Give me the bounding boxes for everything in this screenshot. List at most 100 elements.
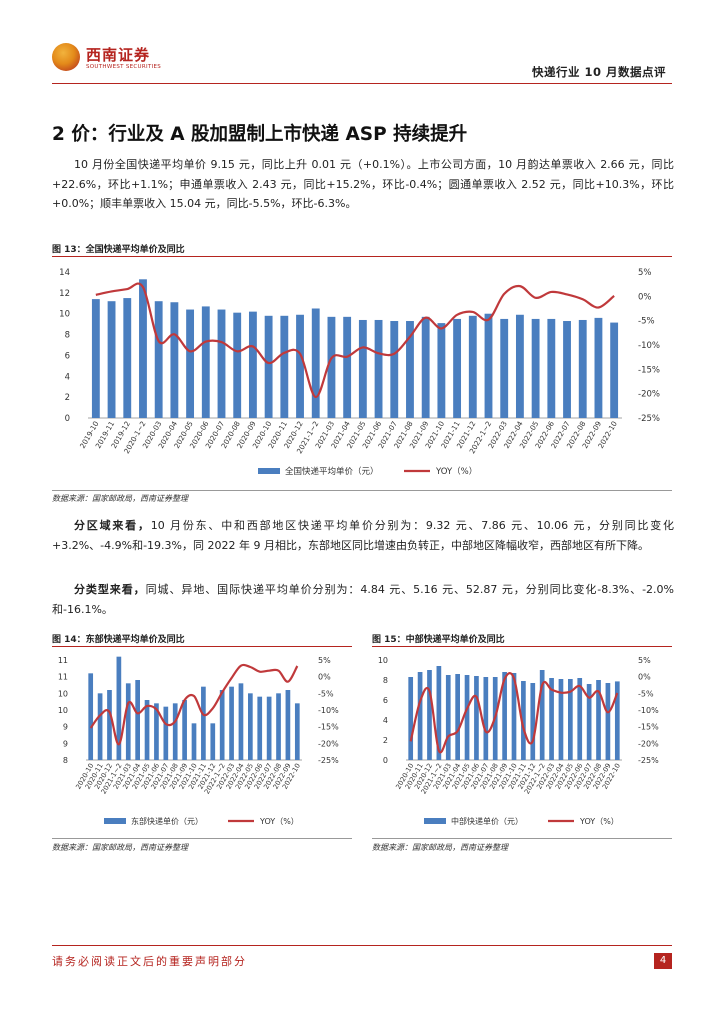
chart-bar — [500, 318, 509, 418]
chart-bar — [374, 319, 383, 418]
y-tick-label-right: 0% — [638, 673, 651, 682]
paragraph-by-region: 分区域来看，10 月份东、中和西部地区快递平均单价分别为：9.32 元、7.86… — [52, 516, 674, 555]
y-tick-label-right: -25% — [638, 414, 660, 424]
figure-15-title: 图 15：中部快递平均单价及同比 — [372, 635, 505, 645]
chart-bar — [515, 314, 524, 418]
chart-bar — [125, 683, 131, 760]
figure-15-source: 数据来源：国家邮政局，西南证券整理 — [372, 843, 508, 852]
y-tick-label-right: 5% — [638, 656, 651, 665]
chart-bar — [285, 690, 291, 760]
figure-13-source: 数据来源：国家邮政局，西南证券整理 — [52, 494, 188, 503]
y-tick-label-right: -10% — [638, 706, 659, 715]
y-tick-label-left: 12 — [59, 289, 70, 299]
chart-bar — [437, 323, 446, 418]
y-tick-label-left: 6 — [383, 696, 388, 705]
chart-bar — [610, 322, 619, 418]
y-tick-label-left: 4 — [383, 716, 388, 725]
chart-bar — [201, 306, 210, 418]
y-tick-label-right: -25% — [318, 756, 339, 765]
chart-bar — [248, 693, 253, 760]
y-tick-label-right: -5% — [638, 689, 654, 698]
chart-bar — [154, 301, 163, 418]
chart-bar — [233, 312, 242, 418]
chart-bar — [248, 311, 257, 418]
chart-bar — [455, 674, 460, 760]
page-number: 4 — [654, 953, 672, 969]
legend-bar-swatch — [104, 818, 126, 824]
legend-bar-label: 东部快递单价（元） — [131, 816, 203, 826]
figure-14-title: 图 14：东部快递平均单价及同比 — [52, 635, 185, 645]
chart-bar — [436, 666, 442, 760]
chart-bar — [296, 314, 304, 418]
chart-bar — [163, 706, 169, 760]
chart-bar — [107, 690, 112, 760]
chart-bar — [186, 309, 195, 418]
y-tick-label-right: 0% — [638, 292, 652, 302]
brand-name-en: SOUTHWEST SECURITIES — [86, 64, 162, 70]
chart-bar — [327, 316, 336, 418]
chart-bar — [408, 677, 414, 760]
legend-bar-swatch — [258, 468, 280, 474]
y-tick-label-right: 5% — [638, 268, 652, 278]
chart-bar — [266, 696, 272, 760]
chart-east-price: 89910101111-25%-20%-15%-10%-5%0%5%2020-1… — [58, 656, 339, 826]
y-tick-label-right: 5% — [318, 656, 331, 665]
yoy-series-line — [95, 282, 615, 399]
y-tick-label-left: 0 — [383, 756, 388, 765]
y-tick-label-right: 0% — [318, 673, 331, 682]
chart-bar — [97, 693, 103, 760]
chart-bar — [453, 318, 462, 418]
chart-bar — [139, 279, 147, 418]
y-tick-label-left: 8 — [383, 676, 388, 685]
chart-bar — [144, 700, 150, 760]
figure-15-rule — [372, 646, 672, 647]
chart-bar — [474, 676, 479, 760]
chart-bar — [229, 686, 234, 760]
figure-15-bottom-rule — [372, 838, 672, 839]
chart-bar — [390, 321, 399, 418]
legend-bar-label: 中部快递单价（元） — [451, 816, 523, 826]
chart-central-price: 0246810-25%-20%-15%-10%-5%0%5%2020-10202… — [378, 656, 659, 826]
chart-bar — [294, 703, 300, 760]
chart-bar — [311, 308, 320, 418]
chart-bar — [468, 315, 477, 418]
figure-14-rule — [52, 646, 352, 647]
y-tick-label-left: 10 — [378, 656, 388, 665]
chart-bar — [343, 316, 352, 418]
chart-bar — [531, 318, 540, 418]
chart-bar — [219, 690, 225, 760]
y-tick-label-left: 10 — [58, 689, 68, 698]
paragraph-by-type: 分类型来看，同城、异地、国际快递平均单价分别为：4.84 元、5.16 元、52… — [52, 580, 674, 619]
legend-line-label: YOY（%） — [259, 817, 299, 826]
y-tick-label-left: 4 — [65, 372, 70, 382]
y-tick-label-left: 9 — [63, 739, 68, 748]
chart-bar — [210, 723, 216, 760]
chart-bar — [577, 678, 583, 760]
y-tick-label-right: -15% — [638, 365, 660, 375]
chart-bar — [549, 678, 554, 760]
chart-bar — [135, 680, 140, 760]
y-tick-label-right: -15% — [638, 723, 659, 732]
y-tick-label-right: -5% — [638, 317, 655, 327]
chart-bar — [586, 684, 592, 760]
paragraph-by-type-lead: 分类型来看， — [74, 583, 146, 596]
chart-bar — [521, 681, 526, 760]
chart-bar — [605, 683, 611, 760]
chart-bar — [238, 683, 244, 760]
chart-bar — [217, 309, 226, 418]
y-tick-label-left: 6 — [65, 351, 70, 361]
footer-divider — [52, 945, 672, 946]
chart-bar — [421, 316, 430, 418]
y-tick-label-left: 11 — [58, 673, 68, 682]
chart-bar — [191, 723, 197, 760]
chart-bar — [172, 703, 178, 760]
chart-bar — [502, 672, 507, 760]
brand-logo-icon — [52, 43, 80, 71]
chart-bar — [406, 321, 414, 418]
chart-bar — [578, 319, 587, 418]
chart-bar — [257, 696, 263, 760]
chart-bar — [511, 673, 517, 760]
y-tick-label-right: -10% — [638, 341, 660, 351]
chart-bar — [170, 302, 179, 418]
y-tick-label-right: -25% — [638, 756, 659, 765]
